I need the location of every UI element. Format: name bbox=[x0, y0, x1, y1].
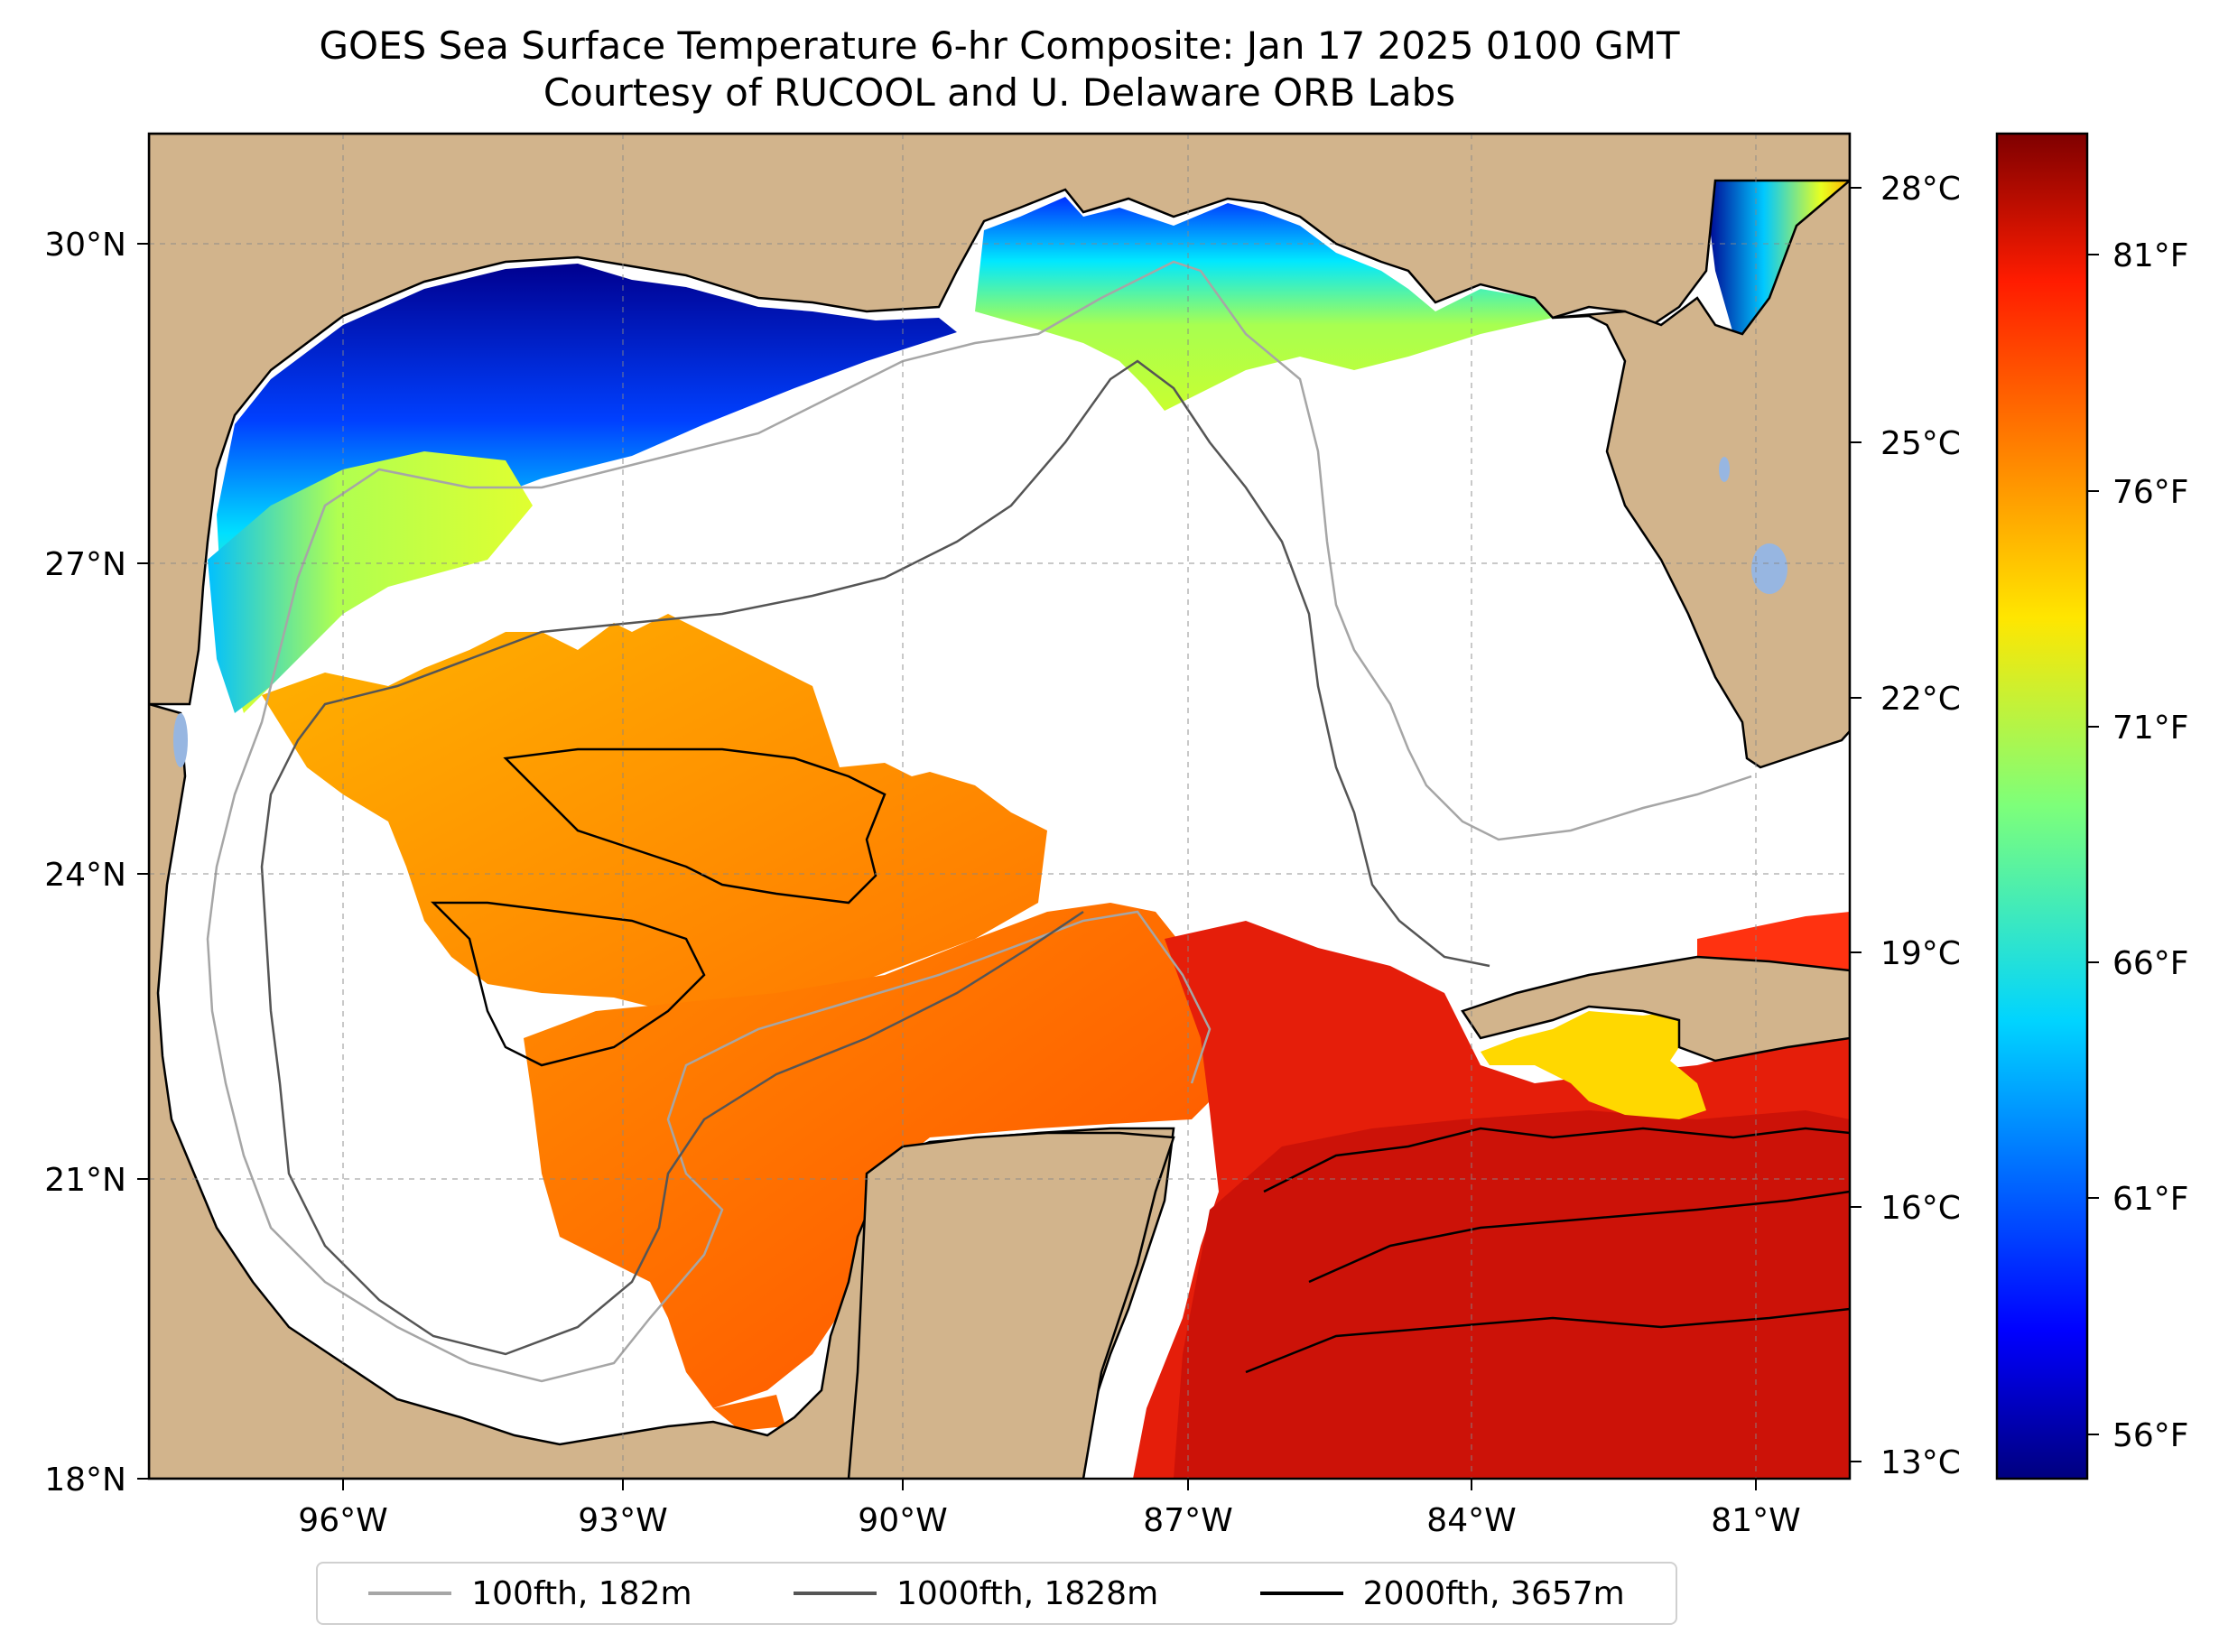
contour-1000fth bbox=[260, 359, 1490, 1356]
celsius-label-13: 13°C bbox=[1880, 1444, 1961, 1481]
celsius-label-19: 19°C bbox=[1880, 935, 1961, 972]
legend-entry-100fth: 100fth, 182m bbox=[368, 1575, 692, 1612]
lake-okeechobee bbox=[1751, 543, 1787, 594]
latitude-axis bbox=[137, 243, 149, 1480]
title-line-1: GOES Sea Surface Temperature 6-hr Compos… bbox=[319, 23, 1680, 68]
legend-line-100fth bbox=[368, 1592, 452, 1595]
fahrenheit-label-76: 76°F bbox=[2112, 474, 2189, 511]
map-frame bbox=[147, 132, 1852, 1480]
sst-south-warm bbox=[524, 903, 1219, 1408]
legend-entry-1000fth: 1000fth, 1828m bbox=[793, 1574, 1159, 1612]
celsius-axis-ticks bbox=[1850, 187, 1862, 1462]
contour-100fth bbox=[206, 260, 1752, 1383]
colorbar bbox=[1995, 132, 2089, 1480]
lon-label-81w: 81°W bbox=[1711, 1502, 1800, 1539]
contour-2000fth bbox=[430, 747, 887, 1067]
sst-yellow-patch bbox=[1481, 1011, 1706, 1119]
lat-label-30n: 30°N bbox=[44, 227, 126, 264]
sst-central-warm bbox=[262, 614, 1047, 1020]
land-cuba bbox=[1461, 955, 1850, 1063]
lon-label-96w: 96°W bbox=[298, 1502, 387, 1539]
celsius-label-16: 16°C bbox=[1880, 1190, 1961, 1227]
lat-label-18n: 18°N bbox=[44, 1462, 126, 1499]
map-title: GOES Sea Surface Temperature 6-hr Compos… bbox=[149, 23, 1850, 116]
map-content bbox=[149, 134, 1850, 1479]
land-yucatan-interior bbox=[847, 1131, 1175, 1479]
fahrenheit-label-81: 81°F bbox=[2112, 237, 2189, 274]
fahrenheit-axis-ticks bbox=[2087, 254, 2099, 1435]
fahrenheit-label-61: 61°F bbox=[2112, 1181, 2189, 1218]
celsius-label-28: 28°C bbox=[1880, 171, 1961, 208]
legend-entry-2000fth: 2000fth, 3657m bbox=[1259, 1574, 1625, 1612]
lon-label-90w: 90°W bbox=[858, 1502, 947, 1539]
sst-eastern-channel bbox=[1697, 912, 1850, 970]
fahrenheit-label-56: 56°F bbox=[2112, 1417, 2189, 1454]
legend-label-100fth: 100fth, 182m bbox=[471, 1574, 692, 1612]
gridlines bbox=[149, 134, 1850, 1479]
celsius-label-25: 25°C bbox=[1880, 425, 1961, 462]
lon-label-84w: 84°W bbox=[1426, 1502, 1516, 1539]
title-line-2: Courtesy of RUCOOL and U. Delaware ORB L… bbox=[543, 70, 1456, 115]
sst-central-shelf bbox=[975, 197, 1553, 411]
lat-label-27n: 27°N bbox=[44, 546, 126, 583]
sst-deep-hot bbox=[1174, 1110, 1850, 1479]
longitude-axis bbox=[342, 1479, 1757, 1490]
sst-west-shelf bbox=[208, 451, 533, 713]
legend-line-1000fth bbox=[793, 1592, 877, 1595]
lake-small bbox=[1719, 457, 1730, 482]
legend-label-2000fth: 2000fth, 3657m bbox=[1362, 1574, 1625, 1612]
sst-north-shelf bbox=[217, 264, 957, 713]
legend-line-2000fth bbox=[1259, 1592, 1343, 1595]
contour-legend: 100fth, 182m 1000fth, 1828m 2000fth, 365… bbox=[316, 1562, 1677, 1625]
land-florida bbox=[1552, 179, 1850, 769]
fahrenheit-label-66: 66°F bbox=[2112, 945, 2189, 982]
lat-label-21n: 21°N bbox=[44, 1162, 126, 1199]
land-us-gulf-coast bbox=[149, 134, 1850, 706]
sst-small-orange bbox=[713, 1395, 785, 1431]
lon-label-93w: 93°W bbox=[578, 1502, 667, 1539]
celsius-label-22: 22°C bbox=[1880, 681, 1961, 718]
lon-label-87w: 87°W bbox=[1143, 1502, 1232, 1539]
fahrenheit-label-71: 71°F bbox=[2112, 710, 2189, 747]
contour-2000fth-southeast bbox=[1245, 1127, 1850, 1374]
laguna-madre bbox=[173, 713, 188, 767]
legend-label-1000fth: 1000fth, 1828m bbox=[896, 1574, 1159, 1612]
lat-label-24n: 24°N bbox=[44, 857, 126, 894]
